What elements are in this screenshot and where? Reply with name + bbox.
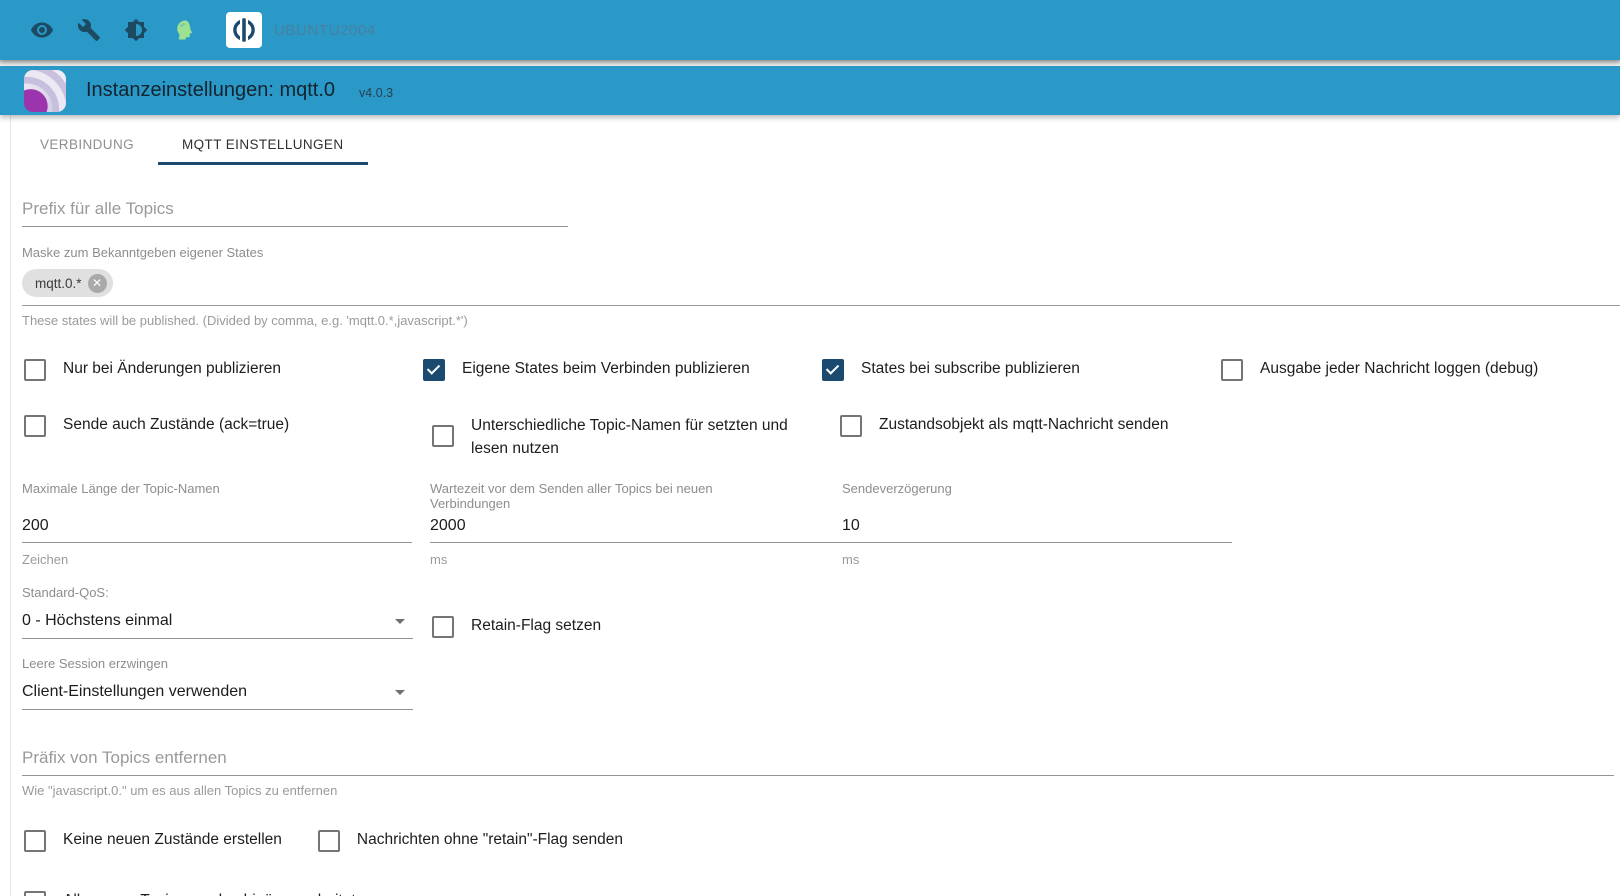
visibility-eye-icon[interactable] bbox=[30, 18, 54, 42]
instance-settings-header: Instanzeinstellungen: mqtt.0 v4.0.3 bbox=[0, 66, 1620, 115]
checkbox-row-1: Nur bei Änderungen publizieren Eigene St… bbox=[0, 358, 1620, 381]
cb-cell: States bei subscribe publizieren bbox=[822, 358, 1221, 381]
chevron-down-icon bbox=[395, 689, 405, 695]
cb-cell: Eigene States beim Verbinden publizieren bbox=[423, 358, 822, 381]
checkbox-box[interactable] bbox=[317, 830, 340, 852]
checkbox-label: Eigene States beim Verbinden publizieren bbox=[462, 360, 750, 377]
brightness-icon[interactable] bbox=[124, 18, 148, 42]
send-delay-input[interactable] bbox=[842, 513, 1232, 543]
remove-prefix-input[interactable] bbox=[22, 744, 1614, 776]
checkbox-label: Retain-Flag setzen bbox=[471, 617, 602, 634]
checkbox-sende-auch-zustaende[interactable]: Sende auch Zustände (ack=true) bbox=[24, 414, 412, 437]
tab-verbindung[interactable]: VERBINDUNG bbox=[40, 137, 135, 152]
mask-chip-input[interactable]: mqtt.0.* ✕ bbox=[22, 262, 1620, 306]
checkbox-row-3: Keine neuen Zustände erstellen Nachricht… bbox=[0, 829, 1620, 852]
session-select[interactable]: Client-Einstellungen verwenden bbox=[22, 677, 413, 710]
remove-prefix-block: Wie "javascript.0." um es aus allen Topi… bbox=[0, 744, 1620, 798]
checkbox-nur-bei-aenderungen[interactable]: Nur bei Änderungen publizieren bbox=[24, 358, 403, 381]
cb-cell: Sende auch Zustände (ack=true) bbox=[24, 414, 432, 460]
qos-label: Standard-QoS: bbox=[22, 585, 109, 600]
field-label: Maximale Länge der Topic-Namen bbox=[22, 481, 220, 496]
field-unit: ms bbox=[430, 552, 448, 567]
qos-row: Standard-QoS: 0 - Höchstens einmal Retai… bbox=[0, 585, 1620, 639]
checkbox-box[interactable] bbox=[24, 415, 46, 437]
checkbox-box[interactable] bbox=[840, 415, 862, 437]
checkbox-topics-binaer[interactable]: Alle neuen Topics werden binär verarbeit… bbox=[24, 890, 356, 896]
adapter-version: v4.0.3 bbox=[359, 85, 394, 100]
cb-cell: Zustandsobjekt als mqtt-Nachricht senden bbox=[840, 414, 1248, 460]
page-title: Instanzeinstellungen: mqtt.0 bbox=[86, 79, 336, 101]
checkbox-zustandsobjekt-senden[interactable]: Zustandsobjekt als mqtt-Nachricht senden bbox=[840, 414, 1228, 437]
mqtt-adapter-logo bbox=[24, 69, 66, 112]
field-label: Wartezeit vor dem Senden aller Topics be… bbox=[430, 481, 713, 511]
checkbox-box[interactable] bbox=[24, 830, 46, 852]
qos-selected-value: 0 - Höchstens einmal bbox=[22, 612, 173, 629]
field-send-wait: Wartezeit vor dem Senden aller Topics be… bbox=[430, 481, 850, 567]
chevron-down-icon bbox=[395, 618, 405, 624]
checkbox-eigene-states-publizieren[interactable]: Eigene States beim Verbinden publizieren bbox=[423, 358, 802, 381]
session-row: Leere Session erzwingen Client-Einstellu… bbox=[0, 656, 1620, 710]
checkbox-box[interactable] bbox=[24, 891, 46, 896]
checkbox-label: Nachrichten ohne "retain"-Flag senden bbox=[356, 831, 623, 848]
checkbox-unterschiedliche-topic-namen[interactable]: Unterschiedliche Topic-Namen für setzten… bbox=[432, 414, 820, 460]
field-label: Sendeverzögerung bbox=[842, 481, 952, 496]
session-label: Leere Session erzwingen bbox=[22, 656, 168, 671]
checkbox-label: Unterschiedliche Topic-Namen für setzten… bbox=[471, 417, 788, 457]
session-select-block: Leere Session erzwingen Client-Einstellu… bbox=[22, 656, 432, 710]
cb-cell: Ausgabe jeder Nachricht loggen (debug) bbox=[1221, 358, 1620, 381]
settings-content: VERBINDUNG MQTT EINSTELLUNGEN Maske zum … bbox=[0, 125, 1620, 896]
prefix-input[interactable] bbox=[22, 195, 568, 227]
session-selected-value: Client-Einstellungen verwenden bbox=[22, 683, 248, 700]
cb-cell: Nur bei Änderungen publizieren bbox=[24, 358, 423, 381]
host-name: UBUNTU2004 bbox=[274, 21, 376, 39]
checkbox-label: Nur bei Änderungen publizieren bbox=[63, 360, 282, 377]
checkbox-label: States bei subscribe publizieren bbox=[861, 360, 1080, 377]
checkbox-box[interactable] bbox=[24, 359, 46, 381]
cb-cell: Unterschiedliche Topic-Namen für setzten… bbox=[432, 414, 840, 460]
tab-mqtt-einstellungen[interactable]: MQTT EINSTELLUNGEN bbox=[158, 125, 368, 165]
checkbox-box[interactable] bbox=[423, 359, 445, 381]
checkbox-row-4: Alle neuen Topics werden binär verarbeit… bbox=[0, 890, 1620, 896]
checkbox-label: Keine neuen Zustände erstellen bbox=[63, 831, 282, 848]
checkbox-box[interactable] bbox=[432, 616, 454, 638]
bar-divider bbox=[0, 60, 1620, 66]
tab-bar: VERBINDUNG MQTT EINSTELLUNGEN bbox=[0, 125, 1620, 165]
field-max-topic-length: Maximale Länge der Topic-Namen Zeichen bbox=[22, 481, 430, 567]
checkbox-box[interactable] bbox=[432, 425, 454, 447]
checkbox-ohne-retain-flag[interactable]: Nachrichten ohne "retain"-Flag senden bbox=[317, 829, 623, 852]
checkbox-box[interactable] bbox=[822, 359, 844, 381]
checkbox-states-bei-subscribe[interactable]: States bei subscribe publizieren bbox=[822, 358, 1201, 381]
checkbox-box[interactable] bbox=[1221, 359, 1243, 381]
chip-delete-icon[interactable]: ✕ bbox=[87, 273, 107, 293]
field-unit: Zeichen bbox=[22, 552, 69, 567]
checkbox-keine-neuen-zustaende[interactable]: Keine neuen Zustände erstellen bbox=[24, 829, 282, 852]
checkbox-debug-loggen[interactable]: Ausgabe jeder Nachricht loggen (debug) bbox=[1221, 358, 1600, 381]
checkbox-retain-flag[interactable]: Retain-Flag setzen bbox=[432, 615, 601, 639]
wrench-icon[interactable] bbox=[77, 18, 101, 42]
checkbox-label: Zustandsobjekt als mqtt-Nachricht senden bbox=[879, 416, 1169, 433]
prefix-field-block bbox=[0, 195, 1620, 227]
chip-text: mqtt.0.* bbox=[35, 275, 82, 291]
qos-select-block: Standard-QoS: 0 - Höchstens einmal bbox=[22, 585, 432, 639]
head-profile-icon[interactable] bbox=[171, 18, 195, 42]
send-wait-input[interactable] bbox=[430, 513, 850, 543]
field-send-delay: Sendeverzögerung ms bbox=[842, 481, 1250, 567]
remove-prefix-helper: Wie "javascript.0." um es aus allen Topi… bbox=[22, 783, 338, 798]
checkbox-label: Sende auch Zustände (ack=true) bbox=[63, 416, 290, 433]
qos-select[interactable]: 0 - Höchstens einmal bbox=[22, 606, 413, 639]
mask-field-block: Maske zum Bekanntgeben eigener States mq… bbox=[0, 245, 1620, 328]
checkbox-label: Ausgabe jeder Nachricht loggen (debug) bbox=[1260, 360, 1539, 377]
top-app-bar: UBUNTU2004 bbox=[0, 0, 1620, 60]
mask-helper-text: These states will be published. (Divided… bbox=[22, 313, 468, 328]
checkbox-label: Alle neuen Topics werden binär verarbeit… bbox=[63, 890, 356, 896]
numeric-fields-row: Maximale Länge der Topic-Namen Zeichen W… bbox=[0, 481, 1620, 567]
max-topic-length-input[interactable] bbox=[22, 513, 412, 543]
checkbox-row-2: Sende auch Zustände (ack=true) Unterschi… bbox=[0, 414, 1620, 460]
mask-chip[interactable]: mqtt.0.* ✕ bbox=[22, 269, 113, 297]
mask-label: Maske zum Bekanntgeben eigener States bbox=[22, 245, 264, 260]
iobroker-logo bbox=[226, 12, 262, 48]
field-unit: ms bbox=[842, 552, 860, 567]
